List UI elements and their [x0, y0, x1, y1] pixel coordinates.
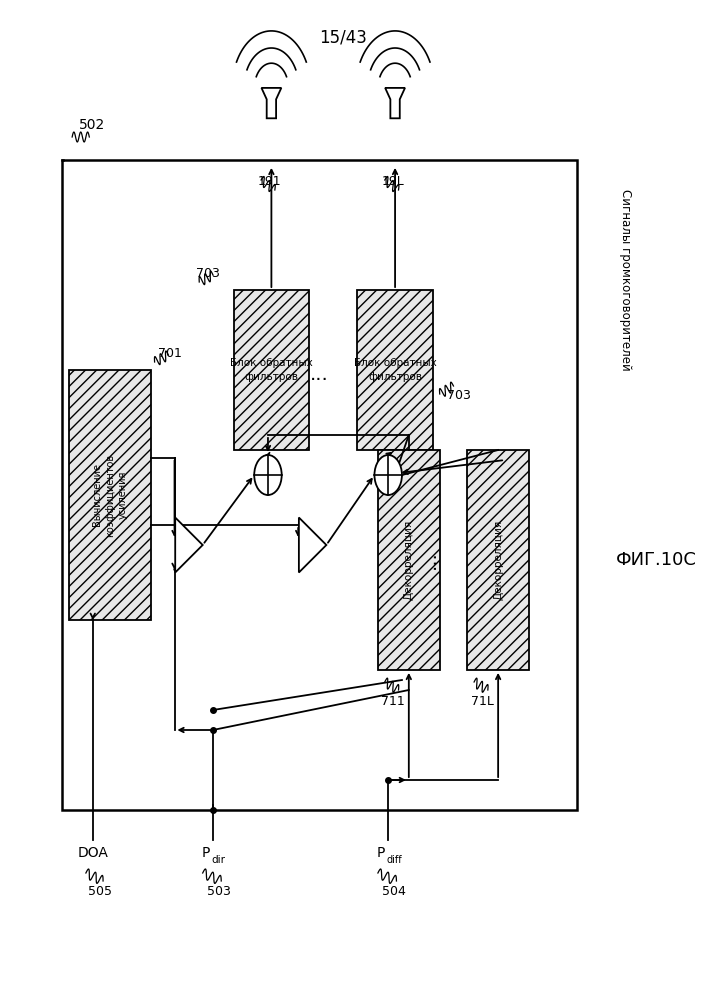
Text: diff: diff	[386, 855, 401, 865]
Text: Сигналы громкоговорителей: Сигналы громкоговорителей	[619, 189, 632, 371]
Polygon shape	[385, 88, 405, 118]
Text: 71L: 71L	[470, 695, 494, 708]
Text: P: P	[201, 846, 209, 860]
Text: Блок обратных
фильтров: Блок обратных фильтров	[354, 358, 437, 382]
Text: P: P	[376, 846, 385, 860]
Text: ...: ...	[310, 365, 329, 384]
Text: 711: 711	[381, 695, 405, 708]
Circle shape	[375, 455, 402, 495]
FancyBboxPatch shape	[378, 450, 440, 670]
Text: 15/43: 15/43	[320, 28, 368, 46]
Text: 703: 703	[447, 389, 470, 402]
Text: 504: 504	[382, 885, 406, 898]
FancyBboxPatch shape	[69, 370, 151, 620]
Text: 701: 701	[158, 347, 182, 360]
Text: Вычисление
коэффициентов
усиления: Вычисление коэффициентов усиления	[91, 453, 128, 537]
Circle shape	[254, 455, 282, 495]
Bar	[62, 160, 577, 810]
FancyBboxPatch shape	[467, 450, 529, 670]
Text: ФИГ.10C: ФИГ.10C	[616, 551, 697, 569]
Text: DOA: DOA	[77, 846, 108, 860]
Text: 191: 191	[258, 175, 281, 188]
Text: 505: 505	[88, 885, 112, 898]
Text: dir: dir	[211, 855, 225, 865]
Text: 703: 703	[196, 267, 220, 280]
Text: Декорреляция: Декорреляция	[404, 520, 414, 600]
FancyBboxPatch shape	[233, 290, 309, 450]
Text: 503: 503	[207, 885, 231, 898]
Polygon shape	[175, 518, 202, 572]
Text: Блок обратных
фильтров: Блок обратных фильтров	[230, 358, 313, 382]
Text: 502: 502	[79, 118, 105, 132]
FancyBboxPatch shape	[357, 290, 433, 450]
Polygon shape	[262, 88, 281, 118]
Text: Декорреляция: Декорреляция	[493, 520, 503, 600]
Text: 19L: 19L	[381, 175, 404, 188]
Polygon shape	[299, 518, 326, 572]
Text: ...: ...	[420, 551, 439, 569]
